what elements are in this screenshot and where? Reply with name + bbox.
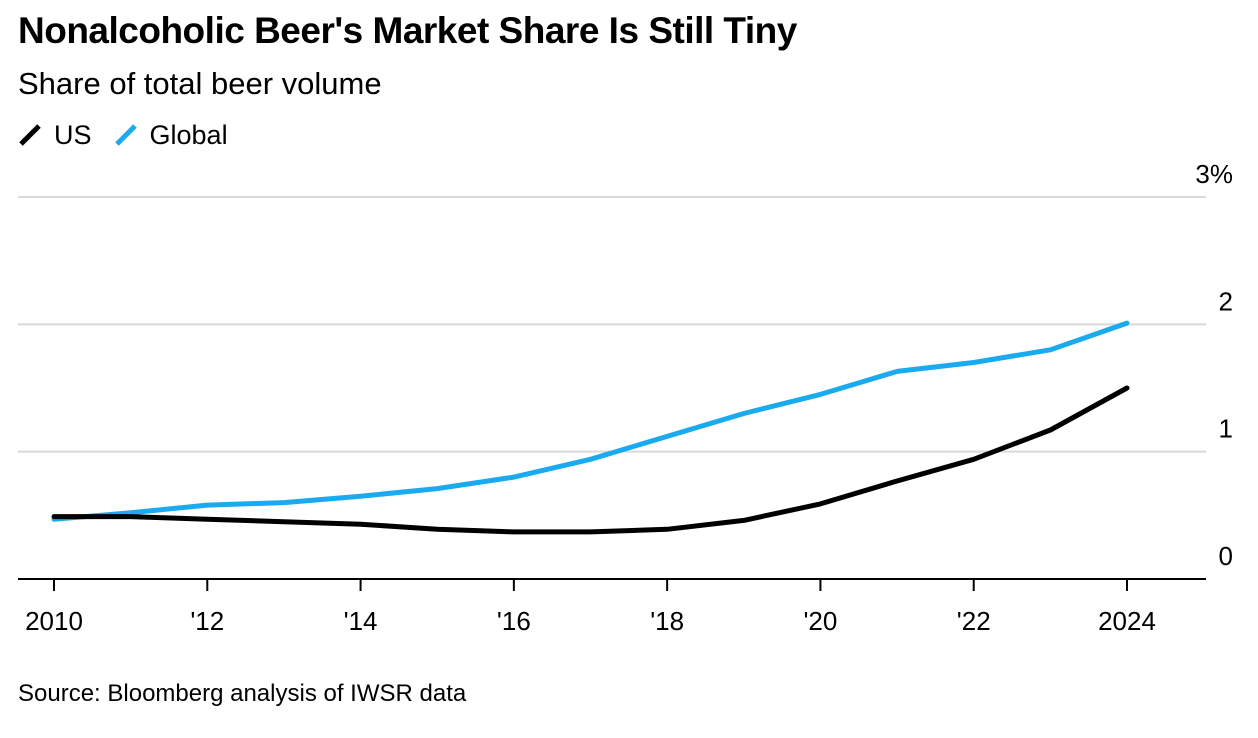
x-tick-label-0: 2010: [25, 606, 83, 636]
series-line-us: [51, 385, 1130, 535]
legend-swatch-us: [19, 124, 41, 146]
legend-swatch-global: [114, 124, 137, 146]
x-tick-label-6: '22: [957, 606, 991, 636]
source-note: Source: Bloomberg analysis of IWSR data: [18, 680, 467, 707]
chart-subtitle: Share of total beer volume: [18, 66, 382, 101]
series-line-global: [51, 320, 1130, 522]
y-tick-label-2: 2: [1219, 286, 1233, 316]
x-tick-label-1: '12: [190, 606, 224, 636]
x-tick-label-5: '20: [803, 606, 837, 636]
legend-item-us: US: [18, 120, 92, 151]
x-tick-label-3: '16: [497, 606, 531, 636]
y-tick-label-3: 3%: [1195, 159, 1233, 189]
legend-item-global: Global: [114, 120, 228, 151]
x-tick-label-7: 2024: [1098, 606, 1156, 636]
chart-legend: US Global: [18, 117, 250, 153]
x-tick-label-2: '14: [344, 606, 378, 636]
legend-label-us: US: [54, 119, 92, 150]
y-tick-label-1: 1: [1219, 414, 1233, 444]
legend-label-global: Global: [149, 119, 228, 150]
y-tick-label-0: 0: [1219, 541, 1233, 571]
chart-title: Nonalcoholic Beer's Market Share Is Stil…: [18, 10, 797, 51]
x-tick-label-4: '18: [650, 606, 684, 636]
